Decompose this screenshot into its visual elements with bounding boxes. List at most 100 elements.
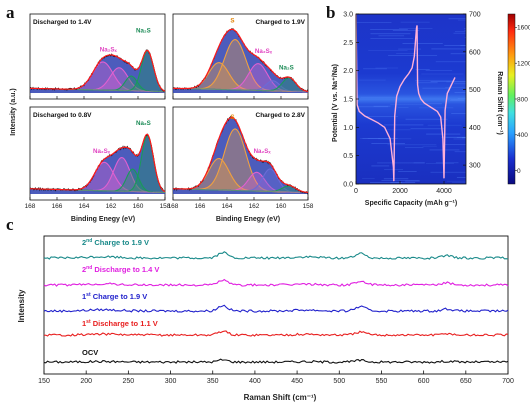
xps-subplot-discharged-0.8v: Discharged to 0.8V Na₂Sₓ Na₂S 168 166 164 162 1… bbox=[25, 106, 171, 210]
label-rest: Charge to 1.9 V bbox=[92, 238, 149, 247]
raman-series-line bbox=[43, 330, 509, 337]
raman-series-line bbox=[43, 251, 509, 260]
xps-x-tick-label: 160 bbox=[276, 203, 287, 210]
raman-x-tick-label: 600 bbox=[418, 378, 430, 385]
colorbar-tick-label: 1600 bbox=[517, 25, 530, 32]
xps-x-tick-label: 164 bbox=[222, 203, 233, 210]
panel-c-xlabel: Raman Shift (cm⁻¹) bbox=[244, 393, 317, 402]
y2-tick-label: 400 bbox=[469, 125, 481, 132]
label-prefix: 1 bbox=[82, 319, 86, 328]
xps-envelope-line bbox=[29, 49, 166, 92]
x-tick-label: 2000 bbox=[392, 188, 408, 195]
raman-x-tick-label: 350 bbox=[207, 378, 219, 385]
y2-tick-label: 500 bbox=[469, 87, 481, 94]
y2-tick-label: 300 bbox=[469, 163, 481, 170]
y-tick-label: 0.5 bbox=[343, 153, 353, 160]
xps-subplot-title: Charged to 2.8V bbox=[256, 112, 306, 119]
y-tick-label: 1.5 bbox=[343, 97, 353, 104]
y2-tick-label: 600 bbox=[469, 49, 481, 56]
raman-x-tick-label: 450 bbox=[291, 378, 303, 385]
panel-b-ylabel: Potential (V vs. Na⁺/Na) bbox=[332, 64, 339, 142]
xps-background-line bbox=[172, 88, 309, 92]
xps-subplot-charged-2.8v: Charged to 2.8V S Na₂Sₓ 168 166 164 162 160 158 bbox=[168, 106, 314, 210]
raman-x-tick-label: 550 bbox=[376, 378, 388, 385]
xps-background-line bbox=[172, 188, 309, 193]
raman-series-label: 2nd Charge to 1.9 V bbox=[82, 238, 149, 247]
raman-x-tick-label: 150 bbox=[38, 378, 50, 385]
raman-series-label: 1st Discharge to 1.1 V bbox=[82, 319, 158, 328]
xps-subplot-title: Charged to 1.9V bbox=[256, 19, 306, 26]
xps-peak-annotation: Na₂Sₓ bbox=[254, 148, 272, 155]
raman-series-line bbox=[43, 304, 509, 313]
raman-plot-frame bbox=[43, 235, 509, 375]
y-tick-label: 2.5 bbox=[343, 40, 353, 47]
x-tick-label: 0 bbox=[354, 188, 358, 195]
label-rest: Charge to 1.9 V bbox=[91, 292, 148, 301]
raman-x-tick-label: 200 bbox=[80, 378, 92, 385]
xps-envelope-fill bbox=[30, 134, 165, 194]
label-superscript: nd bbox=[86, 265, 92, 271]
xps-peak-annotation: Na₂S bbox=[136, 28, 151, 35]
xps-peak-annotation: Na₂Sₓ bbox=[100, 46, 118, 53]
colorbar bbox=[507, 13, 516, 185]
xps-peak-annotation: Na₂S bbox=[136, 120, 151, 127]
xps-peak-annotation: Na₂Sₓ bbox=[93, 148, 111, 155]
y-tick-label: 0.0 bbox=[343, 182, 353, 189]
xps-envelope-line bbox=[172, 116, 309, 193]
xps-x-tick-label: 160 bbox=[133, 203, 144, 210]
xps-x-tick-label: 158 bbox=[160, 203, 171, 210]
xps-x-tick-label: 158 bbox=[303, 203, 314, 210]
xps-peak-annotation: Na₂S bbox=[279, 65, 294, 72]
raman-x-tick-label: 250 bbox=[123, 378, 135, 385]
label-rest: Discharge to 1.4 V bbox=[92, 265, 159, 274]
xps-x-tick-label: 162 bbox=[249, 203, 260, 210]
raman-series-label: 2nd Discharge to 1.4 V bbox=[82, 265, 159, 274]
panel-label-b: b bbox=[326, 3, 335, 22]
label-superscript: st bbox=[86, 319, 91, 325]
label-superscript: st bbox=[86, 292, 91, 298]
panel-c-ylabel: Intensity bbox=[17, 289, 26, 322]
xps-x-tick-label: 168 bbox=[168, 203, 179, 210]
raman-x-tick-label: 650 bbox=[460, 378, 472, 385]
xps-subplot-title: Discharged to 0.8V bbox=[33, 112, 92, 119]
label-superscript: nd bbox=[86, 238, 92, 244]
voltage-profile-curve bbox=[355, 13, 456, 182]
xps-x-tick-label: 166 bbox=[195, 203, 206, 210]
panel-a-ylabel: Intensity (a.u.) bbox=[10, 88, 17, 135]
raman-x-tick-label: 400 bbox=[249, 378, 261, 385]
colorbar-tick-label: 0 bbox=[517, 168, 521, 175]
colorbar-tick-label: 400 bbox=[517, 132, 528, 139]
colorbar-tick-label: 1200 bbox=[517, 61, 530, 68]
xps-x-tick-label: 166 bbox=[52, 203, 63, 210]
x-tick-label: 4000 bbox=[436, 188, 452, 195]
label-prefix: 1 bbox=[82, 292, 86, 301]
y-tick-label: 3.0 bbox=[343, 12, 353, 19]
raman-x-tick-label: 500 bbox=[333, 378, 345, 385]
xps-peak-annotation: Na₂Sₓ bbox=[255, 48, 273, 55]
label-prefix: 2 bbox=[82, 265, 86, 274]
y2-tick-label: 700 bbox=[469, 12, 481, 19]
panel-a-xlabel-left: Binding Enegy (eV) bbox=[71, 216, 135, 223]
xps-subplot-title: Discharged to 1.4V bbox=[33, 19, 92, 26]
xps-x-tick-label: 168 bbox=[25, 203, 36, 210]
raman-x-tick-label: 700 bbox=[502, 378, 514, 385]
raman-series-line bbox=[43, 358, 509, 364]
label-rest: Discharge to 1.1 V bbox=[91, 319, 158, 328]
panel-b-y2label: Raman Shift (cm⁻¹) bbox=[496, 71, 503, 135]
colorbar-tick-label: 800 bbox=[517, 96, 528, 103]
panel-label-a: a bbox=[6, 3, 15, 22]
heatmap-field bbox=[356, 14, 466, 184]
xps-subplot-charged-1.9v: Charged to 1.9V S Na₂Sₓ Na₂S bbox=[172, 13, 309, 100]
y-tick-label: 2.0 bbox=[343, 68, 353, 75]
panel-a-xps: Intensity (a.u.) Binding Enegy (eV) Bind… bbox=[10, 13, 314, 223]
panel-a-xlabel-right: Binding Enegy (eV) bbox=[216, 216, 280, 223]
panel-b-xlabel: Specific Capacity (mAh g⁻¹) bbox=[365, 200, 457, 207]
xps-peak-annotation: S bbox=[230, 18, 234, 25]
xps-x-tick-label: 162 bbox=[106, 203, 117, 210]
raman-series-line bbox=[43, 278, 509, 287]
xps-x-tick-label: 164 bbox=[79, 203, 90, 210]
raman-series-label: OCV bbox=[82, 348, 98, 357]
panel-label-c: c bbox=[6, 215, 14, 234]
